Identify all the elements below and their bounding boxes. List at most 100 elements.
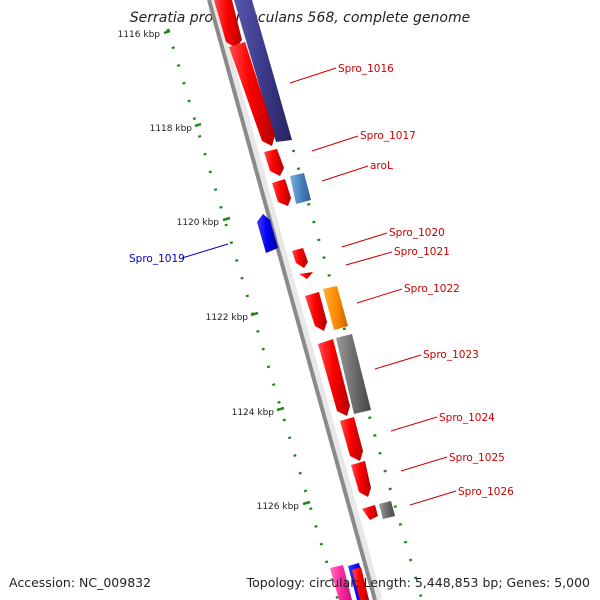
minor-tick	[373, 434, 377, 437]
minor-tick	[314, 524, 318, 528]
gene-arrow-bottom	[352, 567, 369, 600]
callout-spro-1020	[341, 232, 388, 248]
minor-tick	[324, 560, 329, 564]
minor-tick	[330, 578, 334, 582]
gene-arrow-spro-1025	[351, 461, 371, 497]
major-tick	[194, 122, 202, 128]
forward-cds-track	[214, 0, 378, 600]
tick-label-1124: 1124 kbp	[232, 408, 275, 418]
tick-label-1122: 1122 kbp	[206, 313, 249, 323]
minor-tick	[287, 436, 292, 440]
minor-tick	[171, 46, 176, 50]
gene-arrow-spro-1024	[340, 417, 363, 461]
gene-label-spro-1019[interactable]: Spro_1019	[129, 253, 185, 265]
callout-lines	[181, 67, 457, 506]
minor-tick	[293, 454, 297, 457]
gene-labels: Spro_1016 Spro_1017 aroL Spro_1019 Spro_…	[129, 63, 514, 498]
gene-label-spro-1023[interactable]: Spro_1023	[423, 349, 479, 361]
gene-arrow-spro-1023	[318, 339, 350, 416]
minor-tick	[378, 451, 382, 455]
minor-tick	[319, 542, 324, 546]
gene-label-spro-1020[interactable]: Spro_1020	[389, 227, 445, 239]
minor-tick	[256, 329, 260, 333]
cog-block-purple	[234, 0, 292, 142]
gene-label-spro-1022[interactable]: Spro_1022	[404, 283, 460, 295]
minor-tick	[393, 505, 398, 509]
minor-tick	[213, 188, 218, 192]
callout-spro-1024	[390, 416, 438, 432]
gene-label-arol[interactable]: aroL	[370, 160, 393, 172]
gene-label-spro-1016[interactable]: Spro_1016	[338, 63, 394, 75]
gene-label-spro-1024[interactable]: Spro_1024	[439, 412, 495, 424]
gene-label-spro-1017[interactable]: Spro_1017	[360, 130, 416, 142]
major-tick	[276, 406, 285, 412]
map-title: Serratia proteamaculans 568, complete ge…	[130, 10, 470, 26]
minor-tick	[335, 595, 339, 599]
tick-ring-left	[166, 28, 339, 599]
cog-block-orange	[323, 286, 348, 330]
minor-tick	[240, 276, 244, 280]
gene-arrow-spro-1026	[362, 505, 378, 520]
minor-tick	[312, 220, 316, 224]
minor-tick	[224, 223, 228, 227]
minor-tick	[306, 202, 311, 206]
minor-tick	[234, 259, 239, 262]
minor-tick	[271, 383, 276, 387]
major-tick	[163, 29, 171, 35]
major-tick	[222, 216, 231, 222]
callout-spro-1026	[409, 490, 457, 506]
genome-backbone-line	[207, 0, 377, 600]
minor-tick	[203, 152, 207, 156]
minor-tick	[266, 365, 271, 369]
gene-arrow-spro-1016	[229, 42, 275, 146]
minor-tick	[327, 273, 331, 277]
minor-tick	[368, 416, 372, 420]
minor-tick	[229, 241, 234, 245]
callout-spro-1016	[289, 67, 337, 84]
cog-block-steel-blue	[290, 173, 311, 204]
tick-label-1120: 1120 kbp	[177, 218, 220, 228]
callout-spro-1022	[356, 288, 403, 304]
minor-tick	[197, 134, 202, 138]
gene-arrow-top	[214, 0, 242, 48]
minor-tick	[342, 327, 347, 331]
major-ticks	[163, 29, 311, 506]
minor-tick	[282, 418, 287, 422]
gene-label-spro-1025[interactable]: Spro_1025	[449, 452, 505, 464]
cog-block-pink	[330, 565, 352, 600]
minor-tick	[322, 256, 326, 260]
minor-tick	[398, 522, 403, 526]
minor-tick	[261, 347, 265, 351]
genome-summary-text: Topology: circular; Length: 5,448,853 bp…	[246, 575, 590, 590]
tick-label-1126: 1126 kbp	[257, 502, 300, 512]
tick-label-1118: 1118 kbp	[150, 124, 193, 134]
gene-arrow-spro-1020	[292, 248, 308, 268]
minor-tick	[166, 28, 170, 32]
gene-arrow-spro-1019	[257, 214, 278, 253]
minor-tick	[296, 167, 301, 171]
minor-tick	[291, 149, 296, 153]
major-tick	[250, 311, 259, 317]
minor-tick	[176, 64, 181, 67]
minor-tick	[182, 81, 186, 85]
minor-tick	[187, 99, 191, 103]
minor-tick	[403, 540, 408, 544]
genome-backbone	[207, 0, 383, 600]
callout-arol	[321, 165, 369, 182]
minor-tick	[219, 205, 223, 209]
gene-label-spro-1021[interactable]: Spro_1021	[394, 246, 450, 258]
gene-arrow-arol	[272, 179, 291, 206]
minor-tick	[408, 558, 413, 562]
callout-spro-1019	[181, 243, 229, 259]
gene-label-spro-1026[interactable]: Spro_1026	[458, 486, 514, 498]
minor-tick	[413, 576, 418, 580]
gene-arrow-spro-1017	[264, 149, 284, 176]
minor-tick	[388, 487, 392, 491]
minor-tick	[277, 400, 281, 404]
minor-tick	[245, 294, 250, 298]
minor-tick	[383, 469, 387, 473]
accession-text: Accession: NC_009832	[9, 575, 151, 590]
minor-tick	[303, 489, 308, 493]
gene-arrow-spro-1021	[299, 272, 313, 279]
